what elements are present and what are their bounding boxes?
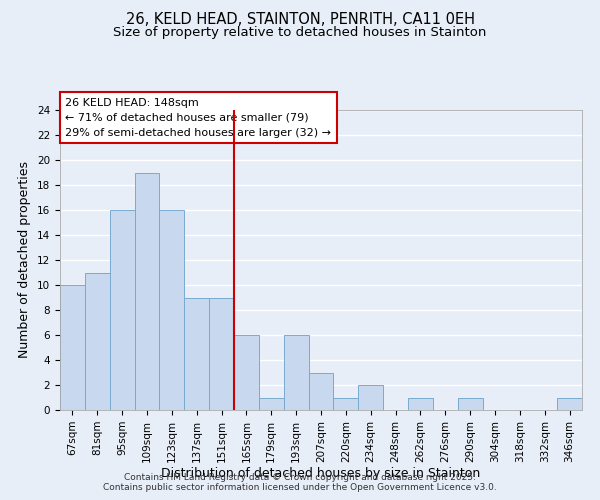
X-axis label: Distribution of detached houses by size in Stainton: Distribution of detached houses by size …	[161, 468, 481, 480]
Text: Contains HM Land Registry data © Crown copyright and database right 2025.: Contains HM Land Registry data © Crown c…	[124, 472, 476, 482]
Bar	[358, 385, 383, 410]
Text: 26, KELD HEAD, STAINTON, PENRITH, CA11 0EH: 26, KELD HEAD, STAINTON, PENRITH, CA11 0…	[125, 12, 475, 28]
Bar	[184, 298, 209, 410]
Bar	[408, 398, 433, 410]
Text: Contains public sector information licensed under the Open Government Licence v3: Contains public sector information licen…	[103, 482, 497, 492]
Bar	[85, 272, 110, 410]
Bar	[160, 210, 184, 410]
Text: 26 KELD HEAD: 148sqm
← 71% of detached houses are smaller (79)
29% of semi-detac: 26 KELD HEAD: 148sqm ← 71% of detached h…	[65, 98, 331, 138]
Bar	[234, 335, 259, 410]
Y-axis label: Number of detached properties: Number of detached properties	[19, 162, 31, 358]
Bar	[308, 372, 334, 410]
Bar	[259, 398, 284, 410]
Bar	[209, 298, 234, 410]
Bar	[458, 398, 482, 410]
Bar	[334, 398, 358, 410]
Bar	[134, 172, 160, 410]
Bar	[60, 285, 85, 410]
Bar	[557, 398, 582, 410]
Text: Size of property relative to detached houses in Stainton: Size of property relative to detached ho…	[113, 26, 487, 39]
Bar	[284, 335, 308, 410]
Bar	[110, 210, 134, 410]
